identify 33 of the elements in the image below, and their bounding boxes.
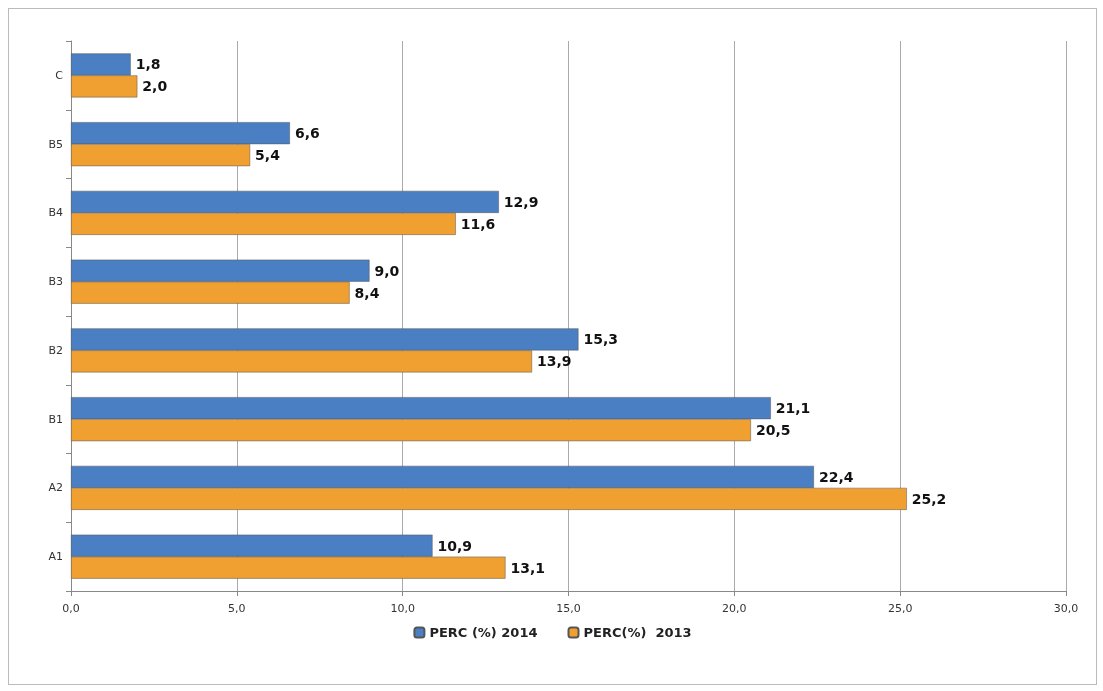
data-label: 25,2: [911, 490, 947, 507]
y-tick-label: C: [55, 68, 64, 82]
x-tick-label: 15,0: [556, 602, 581, 615]
data-label: 6,6: [294, 125, 320, 142]
x-tick-label: 30,0: [1053, 602, 1079, 615]
y-tick-label: B1: [48, 412, 63, 426]
data-label: 13,9: [537, 353, 572, 370]
data-label: 20,5: [755, 422, 791, 439]
x-tick-label: 0,0: [62, 602, 80, 615]
data-label: 13,1: [510, 559, 546, 576]
data-label: 8,4: [354, 284, 380, 301]
y-tick-label: A2: [48, 481, 63, 495]
data-label: 5,4: [255, 147, 281, 164]
y-tick-label: B3: [48, 275, 63, 289]
legend-label: PERC (%) 2014: [429, 625, 538, 640]
legend-label: PERC(%) 2013: [583, 625, 692, 640]
x-tick-label: 5,0: [228, 602, 246, 615]
y-tick-label: B4: [48, 206, 63, 220]
data-label: 22,4: [818, 468, 854, 485]
data-label: 21,1: [775, 400, 811, 417]
y-tick-label: B5: [48, 137, 63, 151]
y-tick-label: A1: [48, 550, 63, 564]
x-tick-label: 10,0: [390, 602, 415, 615]
data-label: 12,9: [503, 193, 539, 210]
data-label: 2,0: [142, 78, 168, 95]
data-label: 1,8: [135, 56, 161, 73]
x-tick-label: 25,0: [887, 602, 913, 615]
data-label: 11,6: [460, 215, 496, 232]
data-label: 9,0: [374, 262, 400, 279]
data-label: 10,9: [437, 537, 473, 554]
y-tick-label: B2: [48, 343, 63, 357]
data-label: 15,3: [583, 331, 618, 348]
x-tick-label: 20,0: [722, 602, 747, 615]
